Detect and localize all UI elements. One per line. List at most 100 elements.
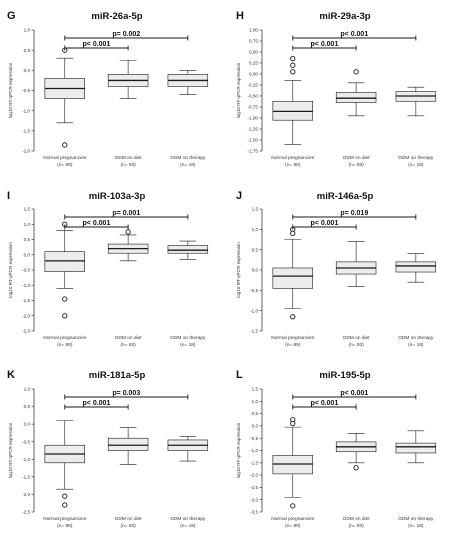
box-2	[335, 82, 377, 117]
y-tick-label: -1,50	[248, 138, 259, 143]
y-axis-label: log10 RT-qPCR expression	[236, 242, 241, 298]
box-3	[167, 240, 209, 260]
y-tick-label: 0,0	[24, 68, 31, 73]
category-n-label: (n= 93)	[120, 342, 136, 348]
category-n-label: (n= 93)	[348, 342, 364, 348]
y-tick-label: 1,0	[252, 227, 259, 232]
y-tick-label: -1,5	[250, 329, 258, 334]
p-value-label: p< 0.001	[83, 220, 111, 227]
outlier-point	[353, 69, 359, 75]
category-label: GDM on therapy	[170, 516, 206, 522]
significance-bracket: p< 0.001	[292, 400, 357, 410]
box-3	[167, 70, 209, 95]
y-tick-label: -0,75	[248, 105, 259, 110]
y-tick-label: -2,0	[22, 313, 30, 318]
category-label: Normal pregnancies	[271, 516, 315, 522]
y-tick-label: 1,00	[249, 28, 258, 33]
category-label: GDM on diet	[343, 335, 371, 341]
category-n-label: (n= 89)	[57, 523, 73, 529]
panel-letter: H	[236, 10, 244, 22]
y-tick-label: -2,5	[22, 329, 30, 334]
y-tick-label: -2,5	[22, 510, 30, 515]
y-tick-label: 0,0	[24, 422, 31, 427]
y-tick-label: 0,5	[252, 411, 259, 416]
y-tick-label: -0,5	[250, 436, 258, 441]
panel-letter: J	[236, 190, 242, 202]
category-n-label: (n= 18)	[180, 342, 196, 348]
panel-letter: L	[236, 369, 243, 381]
box-1	[44, 57, 85, 124]
category-label: GDM on diet	[343, 155, 371, 161]
significance-bracket: p< 0.001	[292, 390, 417, 400]
y-tick-label: -1,75	[248, 149, 259, 154]
y-tick-label: -2,5	[250, 485, 258, 490]
category-label: GDM on therapy	[398, 155, 434, 161]
significance-bracket: p= 0.019	[292, 210, 417, 220]
y-tick-label: -1,0	[250, 308, 258, 313]
category-label: Normal pregnancies	[43, 516, 87, 522]
outlier-point	[290, 420, 296, 427]
chart-title: miR-146a-5p	[317, 191, 374, 202]
chart-title: miR-195-5p	[319, 370, 370, 381]
y-tick-label: -0,5	[22, 268, 30, 273]
outlier-point	[290, 503, 296, 509]
chart-title: miR-103a-3p	[89, 191, 146, 202]
y-tick-label: -1,25	[248, 127, 259, 132]
box-3	[395, 430, 437, 464]
p-value-label: p< 0.001	[311, 41, 339, 48]
y-axis-label: log10 RT-qPCR expression	[8, 242, 13, 298]
significance-bracket: p< 0.001	[64, 220, 129, 230]
category-label: GDM on therapy	[398, 516, 434, 522]
box-1	[272, 80, 313, 145]
y-tick-label: 0,25	[249, 61, 258, 66]
category-label: GDM on therapy	[170, 335, 206, 341]
y-tick-label: -1,00	[248, 116, 259, 121]
box-1	[44, 420, 85, 490]
y-tick-label: 1,0	[24, 222, 31, 227]
category-label: GDM on diet	[343, 516, 371, 522]
y-axis-label: log10 RT-qPCR expression	[236, 62, 241, 118]
y-tick-label: 1,0	[252, 399, 259, 404]
category-n-label: (n= 89)	[285, 523, 301, 529]
y-tick-label: -1,5	[22, 298, 30, 303]
significance-bracket: p< 0.001	[292, 31, 417, 41]
y-tick-label: -1,5	[22, 128, 30, 133]
y-tick-label: 0,00	[249, 72, 258, 77]
p-value-label: p< 0.001	[311, 400, 339, 407]
y-tick-label: 0,0	[252, 424, 259, 429]
y-tick-label: -1,5	[250, 460, 258, 465]
outlier-point	[290, 62, 296, 68]
box-2	[107, 427, 149, 465]
outlier-point	[290, 55, 296, 62]
iqr-box	[44, 251, 85, 272]
box-1	[272, 239, 313, 309]
category-n-label: (n= 18)	[180, 162, 196, 168]
y-tick-label: -1,0	[250, 448, 258, 453]
outlier-point	[62, 296, 68, 302]
y-tick-label: -0,5	[22, 88, 30, 93]
iqr-box	[395, 261, 437, 273]
y-tick-label: 0,5	[252, 247, 259, 252]
y-axis-label: log10 RT-qPCR expression	[8, 62, 13, 118]
iqr-box	[272, 267, 313, 289]
y-tick-label: 1,5	[252, 387, 259, 392]
outlier-point	[290, 230, 296, 237]
y-tick-label: -1,0	[22, 457, 30, 462]
y-tick-label: -0,25	[248, 83, 259, 88]
significance-bracket: p= 0.003	[64, 390, 189, 400]
panel-letter: I	[7, 190, 10, 202]
category-label: Normal pregnancies	[271, 155, 315, 161]
y-tick-label: 0,75	[249, 39, 258, 44]
category-n-label: (n= 93)	[120, 162, 136, 168]
box-3	[395, 253, 437, 283]
iqr-box	[395, 442, 437, 454]
significance-bracket: p< 0.001	[292, 220, 357, 230]
category-n-label: (n= 89)	[285, 162, 301, 168]
p-value-label: p< 0.001	[340, 31, 368, 38]
